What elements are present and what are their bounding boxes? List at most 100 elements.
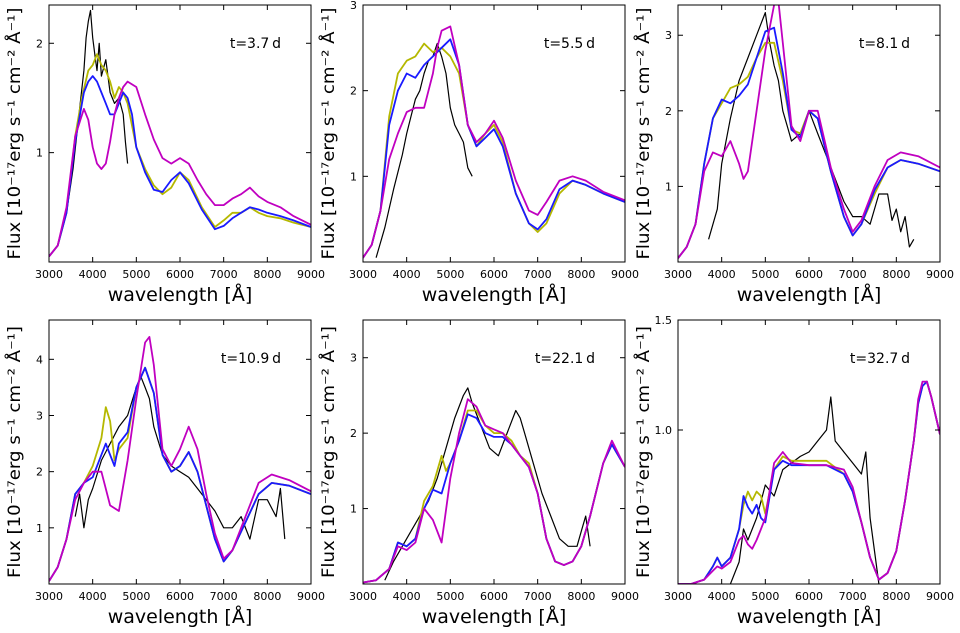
x-tick-label: 4000 (79, 268, 107, 281)
model-spectrum-line (678, 5, 940, 259)
spectrum-panel: 3000 4000 5000 6000 7000 8000 9000 1 2 t=3.7 d wav… (3, 4, 325, 306)
x-tick-label: 5000 (751, 268, 779, 281)
model-spectrum-line (363, 398, 625, 584)
y-tick-label: 1 (350, 170, 357, 183)
model-spectrum-line (678, 380, 940, 584)
model-spectrum-line (363, 42, 625, 259)
y-tick-label: 2 (350, 427, 357, 440)
model-spectrum-line (678, 41, 940, 259)
x-tick-label: 9000 (611, 590, 639, 603)
observed-spectrum-line (384, 387, 591, 581)
x-tick-label: 7000 (210, 268, 238, 281)
x-tick-label: 6000 (480, 268, 508, 281)
x-axis-label: wavelength [Å] (422, 605, 567, 628)
spectrum-panel: 3000 4000 5000 6000 7000 8000 9000 1 2 3 t=5.5 d wa… (317, 0, 639, 306)
x-tick-label: 7000 (839, 590, 867, 603)
x-tick-label: 7000 (839, 268, 867, 281)
x-tick-label: 3000 (664, 590, 692, 603)
y-tick-label: 1 (350, 503, 357, 516)
time-annotation: t=8.1 d (859, 36, 910, 52)
y-tick-label: 4 (36, 353, 43, 366)
y-tick-label: 3 (36, 409, 43, 422)
model-spectrum-line (49, 80, 311, 258)
time-annotation: t=10.9 d (221, 351, 281, 367)
x-tick-label: 3000 (349, 590, 377, 603)
x-axis-label: wavelength [Å] (737, 283, 882, 306)
model-spectrum-line (49, 75, 311, 258)
x-tick-label: 3000 (349, 268, 377, 281)
y-axis-label: Flux [10⁻¹⁷erg s⁻¹ cm⁻² Å⁻¹] (632, 326, 654, 578)
y-tick-label: 3 (665, 29, 672, 42)
y-tick-label: 1 (36, 522, 43, 535)
y-tick-label: 3 (350, 0, 357, 12)
time-annotation: t=3.7 d (230, 36, 281, 52)
x-tick-label: 4000 (79, 590, 107, 603)
x-tick-label: 7000 (524, 590, 552, 603)
spectrum-panel: 3000 4000 5000 6000 7000 8000 9000 1 2 3 t=8.1 d wa… (632, 4, 954, 306)
x-tick-label: 5000 (122, 590, 150, 603)
series-group (49, 9, 311, 258)
model-spectrum-line (678, 26, 940, 259)
y-tick-label: 3 (350, 352, 357, 365)
model-spectrum-line (678, 380, 940, 584)
model-spectrum-line (363, 413, 625, 584)
model-spectrum-line (678, 380, 940, 584)
x-tick-label: 8000 (882, 590, 910, 603)
x-tick-label: 6000 (795, 590, 823, 603)
x-tick-label: 4000 (393, 268, 421, 281)
x-tick-label: 9000 (926, 590, 954, 603)
x-tick-label: 6000 (166, 590, 194, 603)
y-axis-label: Flux [10⁻¹⁷erg s⁻¹ cm⁻² Å⁻¹] (3, 7, 25, 259)
x-tick-label: 9000 (926, 268, 954, 281)
x-axis-label: wavelength [Å] (108, 283, 253, 306)
series-group (49, 335, 311, 582)
observed-spectrum-line (729, 396, 880, 584)
model-spectrum-line (49, 53, 311, 258)
spectrum-panel: 3000 4000 5000 6000 7000 8000 9000 1 2 3 4 t=10.9 d… (3, 319, 325, 628)
series-group (363, 25, 625, 259)
observed-spectrum-line (375, 42, 473, 258)
y-axis-label: Flux [10⁻¹⁷erg s⁻¹ cm⁻² Å⁻¹] (3, 326, 25, 578)
x-tick-label: 5000 (436, 590, 464, 603)
x-tick-label: 3000 (35, 590, 63, 603)
x-tick-label: 8000 (253, 590, 281, 603)
y-tick-label: 1 (36, 147, 43, 160)
y-axis-label: Flux [10⁻¹⁷erg s⁻¹ cm⁻² Å⁻¹] (317, 8, 339, 260)
observed-spectrum-line (65, 9, 129, 213)
x-tick-label: 5000 (751, 590, 779, 603)
x-tick-label: 6000 (795, 268, 823, 281)
x-tick-label: 8000 (882, 268, 910, 281)
y-tick-label: 2 (665, 105, 672, 118)
x-axis-label: wavelength [Å] (422, 283, 567, 306)
x-tick-label: 4000 (708, 590, 736, 603)
x-tick-label: 9000 (297, 268, 325, 281)
x-tick-label: 4000 (708, 268, 736, 281)
y-axis-label: Flux [10⁻¹⁷erg s⁻¹ cm⁻² Å⁻¹] (632, 8, 654, 260)
x-tick-label: 8000 (567, 590, 595, 603)
x-axis-label: wavelength [Å] (108, 605, 253, 628)
series-group (678, 380, 940, 584)
x-tick-label: 7000 (524, 268, 552, 281)
y-tick-label: 2 (350, 85, 357, 98)
series-group (363, 387, 625, 584)
x-tick-label: 7000 (210, 590, 238, 603)
x-tick-label: 6000 (166, 268, 194, 281)
x-tick-label: 6000 (480, 590, 508, 603)
y-axis-label: Flux [10⁻¹⁷erg s⁻¹ cm⁻² Å⁻¹] (317, 326, 339, 578)
x-tick-label: 8000 (567, 268, 595, 281)
time-annotation: t=22.1 d (535, 351, 595, 367)
time-annotation: t=5.5 d (544, 36, 595, 52)
x-tick-label: 9000 (297, 590, 325, 603)
y-tick-label: 1.0 (655, 424, 673, 437)
x-tick-label: 3000 (35, 268, 63, 281)
x-tick-label: 4000 (393, 590, 421, 603)
x-tick-label: 8000 (253, 268, 281, 281)
y-tick-label: 1.5 (655, 314, 673, 327)
x-tick-label: 5000 (436, 268, 464, 281)
x-tick-label: 3000 (664, 268, 692, 281)
spectrum-panel: 3000 4000 5000 6000 7000 8000 9000 1 2 3 t=22.1 d w… (317, 319, 639, 628)
observed-spectrum-line (74, 375, 286, 540)
y-tick-label: 2 (36, 466, 43, 479)
y-tick-label: 2 (36, 37, 43, 50)
y-tick-label: 1 (665, 180, 672, 193)
